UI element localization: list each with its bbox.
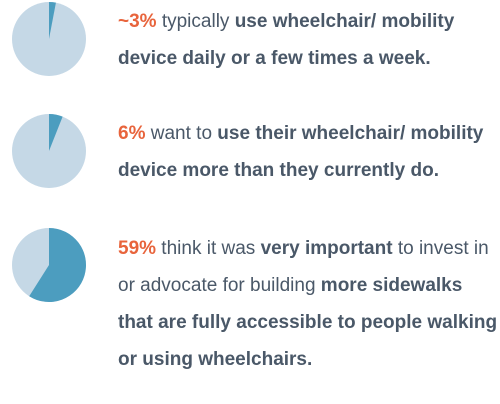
pie-slice: [49, 2, 56, 39]
caption-bold: very important: [260, 238, 393, 259]
pie-chart: [12, 2, 86, 76]
caption-text: typically: [156, 11, 235, 32]
caption: 59% think it was very important to inves…: [118, 230, 498, 378]
caption-bold: use wheelchair/ mobility device daily or…: [118, 11, 455, 69]
value-label: 59%: [118, 238, 157, 259]
pie-chart: [12, 114, 86, 188]
caption-bold: more sidewalks that are fully accessible…: [118, 275, 498, 370]
caption-text: to invest in or advocate for building: [118, 238, 489, 296]
value-label: ~3%: [118, 11, 157, 32]
pie-slice: [49, 114, 63, 151]
value-label: 6%: [118, 123, 146, 144]
caption-text: think it was: [156, 238, 261, 259]
caption-bold: use their wheelchair/ mobility device mo…: [118, 123, 484, 181]
caption: ~3% typically use wheelchair/ mobility d…: [118, 3, 498, 77]
caption: 6% want to use their wheelchair/ mobilit…: [118, 115, 498, 189]
pie-chart: [12, 228, 86, 302]
pie-slice: [29, 228, 86, 302]
caption-text: want to: [145, 123, 218, 144]
